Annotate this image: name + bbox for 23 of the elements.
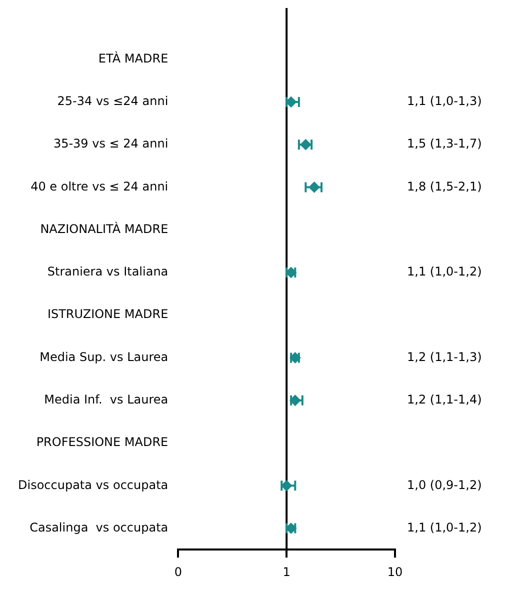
data-label: 1,1 (1,0-1,3): [407, 94, 482, 108]
data-label: 1,2 (1,1-1,3): [407, 350, 482, 364]
y-tick-label: Media Sup. vs Laurea: [40, 350, 168, 364]
data-label: 1,5 (1,3-1,7): [407, 136, 482, 151]
y-tick-label: NAZIONALITÀ MADRE: [40, 220, 168, 236]
y-tick-label: 25-34 vs ≤24 anni: [57, 94, 168, 108]
x-tick-label: 1: [282, 564, 290, 579]
x-tick-label: 10: [387, 564, 403, 579]
y-tick-label: 35-39 vs ≤ 24 anni: [53, 136, 168, 151]
y-tick-label: Media Inf. vs Laurea: [44, 392, 168, 407]
y-tick-label: ISTRUZIONE MADRE: [47, 307, 168, 322]
data-label: 1,1 (1,0-1,2): [407, 264, 482, 279]
data-label: 1,8 (1,5-2,1): [407, 179, 482, 194]
data-label: 1,1 (1,0-1,2): [407, 520, 482, 534]
x-tick-label: 0: [174, 564, 182, 579]
y-tick-label: Disoccupata vs occupata: [18, 478, 168, 492]
y-tick-label: Straniera vs Italiana: [47, 264, 168, 279]
y-tick-label: Casalinga vs occupata: [30, 520, 168, 534]
y-tick-label: 40 e oltre vs ≤ 24 anni: [30, 179, 168, 194]
data-label: 1,2 (1,1-1,4): [407, 392, 482, 407]
y-tick-label: PROFESSIONE MADRE: [36, 435, 168, 450]
data-label: 1,0 (0,9-1,2): [407, 478, 482, 492]
y-tick-label: ETÀ MADRE: [98, 50, 168, 66]
